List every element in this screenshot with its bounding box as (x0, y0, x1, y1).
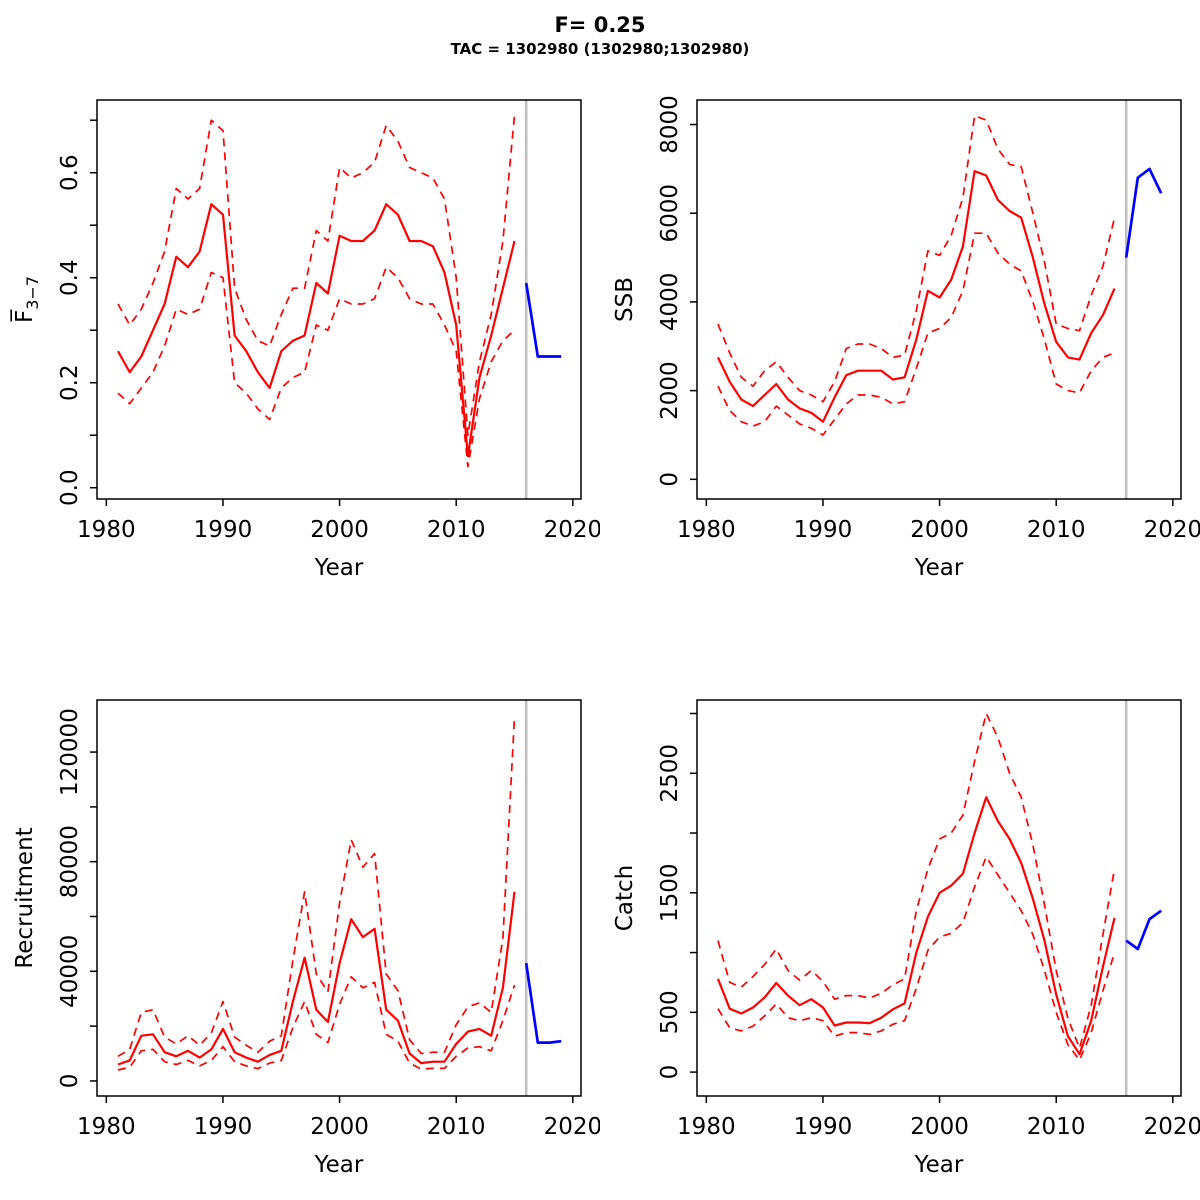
x-tick-label: 2000 (310, 517, 369, 543)
series-upper-line (117, 114, 516, 437)
figure-header: F= 0.25 TAC = 1302980 (1302980;1302980) (0, 13, 1200, 59)
series-forecast-line (1124, 167, 1163, 258)
x-axis-title: Year (314, 555, 364, 581)
chart-fbar: 1980 1990 2000 2010 2020 0.0 0.2 0.4 0.6 Year F̅3−… (10, 99, 600, 581)
x-tick-label: 2000 (910, 1114, 969, 1140)
y-tick-label: 2000 (657, 361, 683, 420)
x-tick-label: 2020 (544, 517, 600, 543)
x-axis-title: Year (314, 1152, 364, 1178)
series-median-line (117, 203, 516, 458)
y-tick-label: 500 (657, 990, 683, 1034)
x-tick-label: 1980 (77, 1114, 136, 1140)
y-axis-title: F̅3−7 (10, 276, 42, 323)
series-upper-line (717, 114, 1116, 403)
chart-recruitment: 1980 1990 2000 2010 2020 0 40000 80000 120000 Yea… (12, 699, 600, 1178)
y-axis-title: Catch (612, 865, 638, 931)
panel-fbar: 1980 1990 2000 2010 2020 0.0 0.2 0.4 0.6 Year F̅3−… (0, 0, 600, 600)
panel-ssb: 1980 1990 2000 2010 2020 0 2000 4000 6000 8000 Yea… (600, 0, 1200, 600)
series-upper-line (717, 712, 1116, 1050)
series-median-line (117, 891, 516, 1066)
y-tick-label: 2500 (657, 744, 683, 803)
y-tick-label: 8000 (657, 95, 683, 154)
panel-catch: 1980 1990 2000 2010 2020 0 500 1500 2500 Year Catc… (600, 600, 1200, 1200)
x-tick-label: 1980 (77, 517, 136, 543)
x-tick-label: 2010 (1027, 517, 1086, 543)
y-tick-label: 0.2 (57, 364, 83, 401)
plot-box (96, 699, 582, 1097)
x-tick-label: 1990 (194, 517, 253, 543)
series-upper-line (117, 716, 516, 1058)
x-tick-label: 1980 (677, 517, 736, 543)
y-tick-label: 0 (57, 1074, 83, 1089)
series-lower-line (717, 856, 1116, 1061)
x-tick-label: 2020 (1144, 517, 1200, 543)
chart-ssb: 1980 1990 2000 2010 2020 0 2000 4000 6000 8000 Yea… (612, 95, 1200, 581)
series-lower-line (117, 975, 516, 1071)
series-median-line (716, 796, 1116, 1056)
x-tick-label: 1980 (677, 1114, 736, 1140)
panel-recruitment: 1980 1990 2000 2010 2020 0 40000 80000 120000 Yea… (0, 600, 600, 1200)
x-tick-label: 2010 (427, 517, 486, 543)
y-tick-label: 0.0 (57, 469, 83, 506)
x-axis-title: Year (914, 555, 964, 581)
y-tick-label: 6000 (657, 184, 683, 243)
x-tick-label: 2020 (544, 1114, 600, 1140)
series-forecast-line (524, 962, 562, 1044)
series-lower-line (117, 266, 516, 468)
x-tick-label: 2010 (427, 1114, 486, 1140)
x-tick-label: 2020 (1144, 1114, 1200, 1140)
y-tick-label: 4000 (657, 273, 683, 332)
y-tick-label: 0.4 (57, 259, 83, 296)
figure-subtitle: TAC = 1302980 (1302980;1302980) (450, 40, 750, 59)
x-tick-label: 2000 (910, 517, 969, 543)
x-axis-title: Year (914, 1152, 964, 1178)
x-tick-label: 2000 (310, 1114, 369, 1140)
plot-box (696, 699, 1182, 1097)
y-tick-label: 80000 (57, 825, 83, 898)
chart-catch: 1980 1990 2000 2010 2020 0 500 1500 2500 Year Catc… (612, 699, 1200, 1178)
y-tick-label: 40000 (57, 935, 83, 1008)
x-tick-label: 1990 (794, 517, 853, 543)
x-tick-label: 1990 (794, 1114, 853, 1140)
series-lower-line (717, 232, 1115, 436)
series-median-line (717, 170, 1116, 423)
series-forecast-line (524, 282, 562, 358)
y-tick-label: 0.6 (57, 154, 83, 191)
y-axis-title: Recruitment (12, 827, 38, 968)
y-tick-label: 120000 (57, 708, 83, 796)
plot-box (696, 99, 1182, 500)
series-forecast-line (1125, 909, 1162, 951)
x-tick-label: 1990 (194, 1114, 253, 1140)
y-tick-label: 0 (657, 472, 683, 487)
figure-title: F= 0.25 (554, 13, 646, 37)
y-axis-title: SSB (612, 277, 638, 322)
y-tick-label: 0 (657, 1065, 683, 1080)
y-tick-label: 1500 (657, 864, 683, 923)
x-tick-label: 2010 (1027, 1114, 1086, 1140)
